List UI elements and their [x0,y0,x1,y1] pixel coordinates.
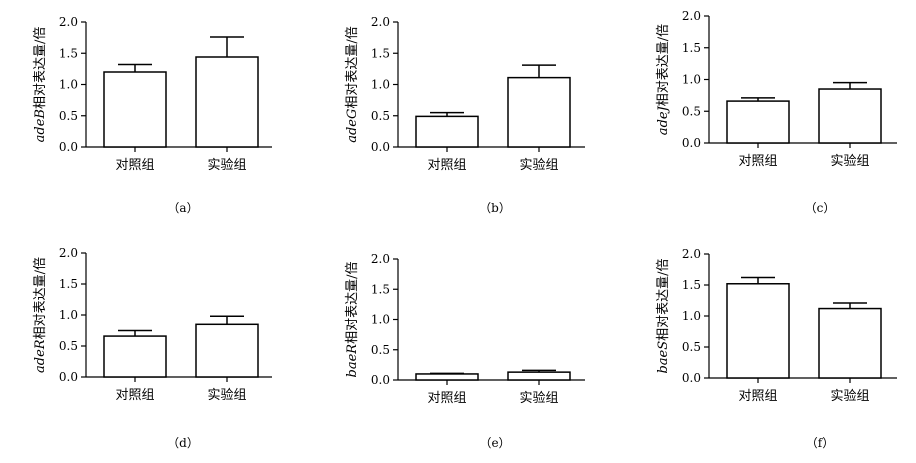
y-axis-label-suffix: 相对表达量/倍 [33,27,48,109]
y-tick-label: 0.5 [371,109,390,123]
y-tick-label: 2.0 [371,252,390,266]
y-tick-label: 1.0 [59,78,78,92]
y-tick-label: 0.5 [682,340,701,354]
y-tick-label: 0.5 [59,109,78,123]
bar-control [726,100,790,144]
y-tick-label: 2.0 [371,15,390,29]
category-label: 实验组 [519,157,558,173]
gene-name: baeS [656,341,671,374]
bar-experiment [818,88,882,144]
bar-control [726,283,790,379]
y-axis-label-suffix: 相对表达量/倍 [33,257,48,339]
y-tick-label: 1.5 [59,277,78,291]
category-label: 实验组 [207,387,246,403]
gene-name: adeR [33,339,48,373]
category-label: 对照组 [427,158,466,173]
y-tick-label: 1.5 [371,46,390,60]
y-tick-label: 0.0 [682,136,701,150]
category-label: 对照组 [738,154,777,169]
bar-control [103,71,167,148]
y-axis-label: baeR相对表达量/倍 [345,262,360,378]
y-axis-label: adeB相对表达量/倍 [33,27,48,143]
y-tick-label: 1.0 [59,308,78,322]
y-tick-label: 1.5 [682,278,701,292]
chart-panel-adeB: 0.0 0.5 1.0 1.5 2.0 对照组 实验组 adeB相对表达量/倍 （a） [33,15,272,215]
category-label: 实验组 [519,390,558,406]
y-tick-label: 0.0 [682,371,701,385]
y-axis-label-suffix: 相对表达量/倍 [345,262,360,344]
bar-experiment [507,76,571,148]
chart-panel-adeG: 0.0 0.5 1.0 1.5 2.0 对照组 实验组 adeG相对表达量/倍 （b） [345,15,585,215]
y-axis-label: adeR相对表达量/倍 [33,257,48,373]
panel-label: （d） [167,436,199,450]
panel-label: （f） [806,436,834,450]
category-label: 实验组 [830,153,869,169]
gene-name: adeJ [656,105,671,135]
gene-name: adeB [33,109,48,142]
gene-name: baeR [345,344,360,378]
bar-experiment [818,307,882,379]
bar-control [415,373,479,381]
chart-panel-adeJ: 0.0 0.5 1.0 1.5 2.0 对照组 实验组 adeJ相对表达量/倍 （c） [656,9,897,215]
y-tick-label: 0.0 [371,140,390,154]
y-tick-label: 1.5 [371,282,390,296]
category-label: 对照组 [427,391,466,406]
y-tick-label: 2.0 [682,9,701,23]
category-label: 对照组 [115,158,154,173]
gene-name: adeG [345,109,360,143]
chart-panel-baeR: 0.0 0.5 1.0 1.5 2.0 对照组 实验组 baeR相对表达量/倍 （e） [345,252,585,450]
panel-label: （c） [805,201,836,215]
y-axis-label: adeG相对表达量/倍 [345,26,360,143]
y-tick-label: 2.0 [59,15,78,29]
y-tick-label: 1.0 [682,309,701,323]
y-tick-label: 0.5 [682,104,701,118]
y-axis-label-suffix: 相对表达量/倍 [656,24,671,106]
y-axis-label-suffix: 相对表达量/倍 [656,258,671,340]
bar-experiment [195,323,259,378]
panel-label: （e） [479,436,510,450]
bar-control [415,115,479,148]
category-label: 实验组 [207,157,246,173]
chart-panel-baeS: 0.0 0.5 1.0 1.5 2.0 对照组 实验组 baeS相对表达量/倍 （f） [656,247,897,450]
y-tick-label: 0.5 [59,339,78,353]
panel-label: （a） [167,201,198,215]
y-tick-label: 2.0 [682,247,701,261]
y-tick-label: 0.0 [371,373,390,387]
y-axis-label: baeS相对表达量/倍 [656,258,671,373]
category-label: 对照组 [115,388,154,403]
bar-experiment [195,56,259,148]
category-label: 实验组 [830,388,869,404]
bar-control [103,335,167,378]
y-tick-label: 2.0 [59,246,78,260]
y-axis-label: adeJ相对表达量/倍 [656,24,671,135]
bar-experiment [507,371,571,381]
y-axis-label-suffix: 相对表达量/倍 [345,26,360,108]
y-tick-label: 0.5 [371,343,390,357]
category-label: 对照组 [738,389,777,404]
y-tick-label: 1.0 [371,313,390,327]
y-tick-label: 1.5 [682,41,701,55]
y-tick-label: 1.5 [59,46,78,60]
y-tick-label: 1.0 [682,73,701,87]
y-tick-label: 0.0 [59,370,78,384]
y-tick-label: 1.0 [371,78,390,92]
panel-label: （b） [479,201,511,215]
y-tick-label: 0.0 [59,140,78,154]
chart-panel-adeR: 0.0 0.5 1.0 1.5 2.0 对照组 实验组 adeR相对表达量/倍 （d） [33,246,272,450]
